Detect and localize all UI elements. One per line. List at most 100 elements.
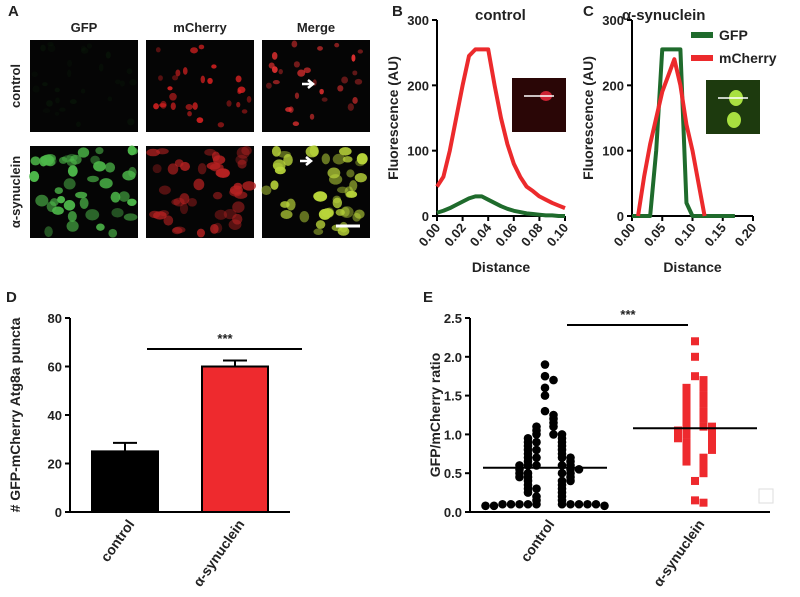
cell bbox=[163, 215, 174, 226]
cell bbox=[313, 228, 324, 236]
cell bbox=[179, 193, 190, 205]
empty-box bbox=[758, 488, 774, 504]
data-point bbox=[682, 457, 691, 466]
cell bbox=[63, 200, 76, 211]
x-tick-label: 0.06 bbox=[492, 220, 520, 249]
cell bbox=[356, 153, 368, 165]
cell bbox=[80, 45, 86, 52]
cell bbox=[59, 107, 66, 112]
cell bbox=[47, 44, 56, 53]
data-point bbox=[532, 484, 541, 494]
cell bbox=[86, 43, 93, 49]
cell bbox=[32, 85, 40, 93]
cell bbox=[210, 224, 219, 234]
inset-spot bbox=[727, 112, 741, 128]
data-point bbox=[481, 501, 490, 511]
cell bbox=[336, 186, 349, 194]
cell bbox=[280, 209, 293, 219]
x-tick-label: control bbox=[97, 517, 137, 565]
y-tick-label: 80 bbox=[48, 311, 62, 326]
cell bbox=[232, 213, 243, 225]
data-point bbox=[583, 499, 592, 509]
data-point bbox=[691, 496, 699, 505]
cell bbox=[44, 226, 53, 238]
data-point bbox=[600, 501, 609, 511]
cell bbox=[187, 111, 192, 117]
cell bbox=[271, 52, 278, 60]
cell bbox=[309, 113, 315, 120]
data-point bbox=[540, 391, 550, 400]
data-point bbox=[540, 371, 550, 381]
cell bbox=[352, 96, 358, 104]
cell bbox=[93, 161, 106, 172]
series-line bbox=[632, 47, 735, 218]
inset-image bbox=[512, 78, 566, 132]
cell bbox=[54, 111, 60, 116]
cell bbox=[110, 191, 121, 203]
data-point bbox=[540, 406, 550, 416]
cell bbox=[40, 44, 46, 52]
cell bbox=[173, 197, 185, 207]
cell bbox=[226, 100, 232, 107]
y-axis-label: # GFP-mCherry Atg8a puncta bbox=[7, 317, 23, 512]
data-point bbox=[699, 498, 708, 507]
cell bbox=[332, 153, 346, 165]
data-point bbox=[699, 422, 708, 431]
data-point bbox=[699, 453, 708, 462]
x-tick-label: control bbox=[517, 517, 557, 565]
cell bbox=[342, 156, 353, 163]
data-point bbox=[532, 430, 541, 439]
cell bbox=[285, 107, 292, 112]
cell bbox=[126, 68, 133, 75]
chart-title: control bbox=[475, 7, 526, 24]
cell bbox=[212, 191, 223, 200]
data-point bbox=[591, 499, 601, 509]
data-point bbox=[682, 430, 691, 439]
cell bbox=[347, 103, 354, 111]
cell bbox=[158, 210, 170, 217]
data-point bbox=[532, 499, 541, 509]
cell bbox=[67, 165, 78, 177]
cell bbox=[299, 210, 310, 223]
x-tick-label: 0.10 bbox=[544, 220, 572, 249]
cell bbox=[98, 63, 104, 72]
cell bbox=[42, 108, 51, 114]
cell bbox=[334, 42, 340, 48]
legend-label: mCherry bbox=[719, 50, 777, 66]
data-point bbox=[566, 476, 575, 486]
series-line bbox=[636, 57, 707, 217]
cell bbox=[235, 154, 248, 165]
y-tick-label: 20 bbox=[48, 457, 62, 472]
cell bbox=[107, 96, 113, 102]
micrograph bbox=[262, 40, 370, 132]
cell bbox=[237, 89, 242, 95]
data-point bbox=[699, 414, 708, 423]
data-point bbox=[506, 499, 516, 509]
cell bbox=[99, 178, 113, 189]
cell bbox=[153, 103, 159, 110]
cell bbox=[70, 154, 82, 165]
cell bbox=[187, 197, 197, 207]
cell bbox=[172, 75, 179, 81]
data-point bbox=[540, 360, 550, 369]
cell bbox=[171, 227, 183, 235]
data-point bbox=[574, 499, 584, 509]
cell bbox=[335, 208, 345, 216]
cell bbox=[297, 69, 306, 77]
cell bbox=[319, 88, 324, 95]
cell bbox=[354, 78, 363, 85]
y-tick-label: 60 bbox=[48, 360, 62, 375]
x-tick-label: 0.20 bbox=[732, 220, 760, 249]
cell bbox=[79, 197, 89, 209]
legend-label: GFP bbox=[719, 27, 748, 43]
x-tick-label: 0.04 bbox=[467, 220, 495, 250]
cell bbox=[211, 151, 220, 161]
cell bbox=[192, 102, 198, 110]
data-point bbox=[691, 337, 699, 346]
cell bbox=[42, 82, 48, 87]
bar bbox=[201, 365, 269, 513]
cell bbox=[31, 71, 38, 78]
x-tick-label: 0.00 bbox=[611, 220, 639, 249]
x-axis-label: Distance bbox=[663, 259, 722, 275]
y-tick-label: 1.5 bbox=[444, 389, 462, 404]
